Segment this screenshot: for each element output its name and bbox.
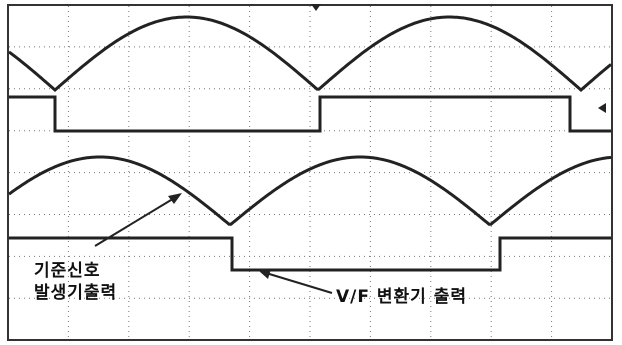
page: 기준신호 발생기출력 V/F 변환기 출력 (() => { const dat… — [0, 0, 622, 345]
annotation-line: 발생기출력 — [34, 283, 117, 303]
annotation-line: 기준신호 — [34, 261, 101, 281]
annotation: V/F 변환기 출력 — [336, 287, 467, 307]
oscilloscope-screen: 기준신호 발생기출력 V/F 변환기 출력 — [0, 0, 622, 345]
